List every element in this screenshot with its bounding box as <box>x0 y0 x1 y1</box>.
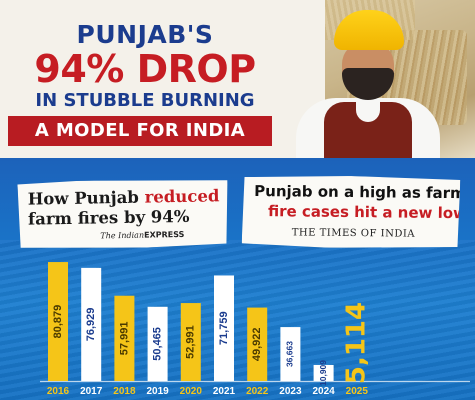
header-panel: PUNJAB'S 94% DROP IN STUBBLE BURNING A M… <box>0 0 475 158</box>
bar-2023 <box>280 327 301 381</box>
bar-value-label: 50,465 <box>152 327 164 361</box>
bar-value-label: 36,663 <box>285 341 295 367</box>
x-tick-label: 2019 <box>146 386 169 397</box>
bar-value-label: 80,879 <box>52 305 64 339</box>
farm-fire-bar-chart: 80,879 2016 76,929 2017 57,991 2018 50,465 2019… <box>40 262 470 397</box>
bar-2024 <box>313 364 334 381</box>
photo-beard <box>342 68 394 100</box>
highlight-value-label: 5,114 <box>341 302 371 384</box>
x-tick-label: 2017 <box>80 386 103 397</box>
x-tick-label: 2020 <box>180 386 203 397</box>
field-background <box>0 240 475 400</box>
x-tick-label: 2022 <box>246 386 269 397</box>
x-tick-label: 2025 <box>346 386 369 397</box>
photo-collar <box>356 98 380 122</box>
bar-2016 <box>48 262 68 381</box>
x-tick-label: 2021 <box>213 386 236 397</box>
x-tick-label: 2023 <box>279 386 302 397</box>
headline-line-3: IN STUBBLE BURNING <box>35 90 255 111</box>
headline-line-1: PUNJAB'S <box>76 20 214 49</box>
bar-2017 <box>81 267 102 381</box>
bar-2022 <box>247 307 268 381</box>
bar-value-label: 49,922 <box>251 327 263 361</box>
bar-2021 <box>214 275 234 381</box>
model-banner: A MODEL FOR INDIA <box>8 116 272 146</box>
x-tick-label: 2018 <box>113 386 136 397</box>
bar-2020 <box>180 303 201 381</box>
bar-value-label: 57,991 <box>118 322 130 356</box>
chief-minister-photo <box>290 6 440 158</box>
x-tick-label: 2016 <box>47 386 70 397</box>
chart-panel: How Punjab reduced farm fires by 94% The… <box>0 158 475 400</box>
x-tick-label: 2024 <box>312 386 335 397</box>
bar-value-label: 52,991 <box>185 325 197 359</box>
bar-2018 <box>114 295 135 381</box>
bar-value-label: 71,759 <box>218 311 230 345</box>
bar-2019 <box>147 306 168 381</box>
headline-line-2: 94% DROP <box>34 47 256 91</box>
photo-turban <box>334 10 404 50</box>
bar-value-label: 76,929 <box>85 308 97 342</box>
bar-value-label: 10,909 <box>318 360 328 386</box>
